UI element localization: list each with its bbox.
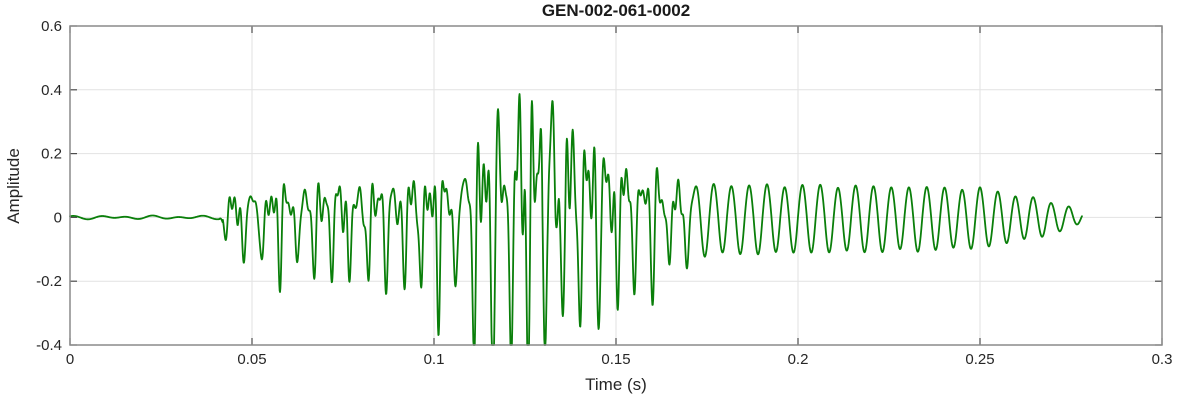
axes-box bbox=[69, 25, 1163, 346]
y-tick-label: -0.4 bbox=[36, 337, 62, 354]
y-tick-label: -0.2 bbox=[36, 273, 62, 290]
x-tick-label: 0.1 bbox=[424, 351, 445, 368]
tick-labels: 0 0.05 0.1 0.15 0.2 0.25 0.3 -0.4 -0.2 0 0.2 0.4 0.6 bbox=[36, 18, 1172, 368]
x-tick-label: 0.25 bbox=[965, 351, 994, 368]
waveform-series bbox=[69, 93, 1083, 346]
x-tick-label: 0.2 bbox=[788, 351, 809, 368]
x-tick-label: 0.15 bbox=[601, 351, 630, 368]
y-tick-label: 0.6 bbox=[41, 18, 62, 35]
y-tick-label: 0.4 bbox=[41, 82, 62, 99]
x-tick-label: 0.05 bbox=[237, 351, 266, 368]
chart-title: GEN-002-061-0002 bbox=[541, 1, 691, 20]
y-tick-label: 0 bbox=[54, 209, 62, 226]
x-axis-label: Time (s) bbox=[585, 375, 647, 394]
x-tick-label: 0.3 bbox=[1152, 351, 1173, 368]
y-tick-label: 0.2 bbox=[41, 146, 62, 163]
x-tick-label: 0 bbox=[66, 351, 74, 368]
grid-lines bbox=[70, 26, 1162, 345]
